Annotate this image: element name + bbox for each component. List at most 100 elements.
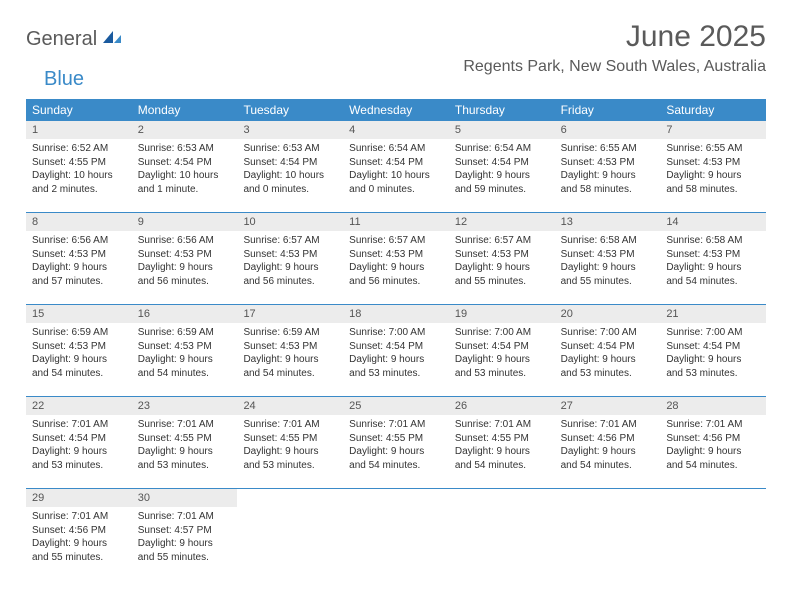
day-cell: 2Sunrise: 6:53 AMSunset: 4:54 PMDaylight… <box>132 121 238 202</box>
sunset-text: Sunset: 4:56 PM <box>32 524 126 538</box>
daylight-text-1: Daylight: 9 hours <box>666 169 760 183</box>
sunset-text: Sunset: 4:53 PM <box>138 248 232 262</box>
day-cell: 9Sunrise: 6:56 AMSunset: 4:53 PMDaylight… <box>132 213 238 294</box>
day-detail: Sunrise: 6:54 AMSunset: 4:54 PMDaylight:… <box>449 139 555 202</box>
day-detail: Sunrise: 7:01 AMSunset: 4:55 PMDaylight:… <box>449 415 555 478</box>
sunrise-text: Sunrise: 7:01 AM <box>243 418 337 432</box>
daylight-text-2: and 53 minutes. <box>138 459 232 473</box>
sunrise-text: Sunrise: 6:52 AM <box>32 142 126 156</box>
day-detail: Sunrise: 7:00 AMSunset: 4:54 PMDaylight:… <box>660 323 766 386</box>
day-detail: Sunrise: 7:01 AMSunset: 4:56 PMDaylight:… <box>660 415 766 478</box>
daylight-text-1: Daylight: 10 hours <box>32 169 126 183</box>
day-detail: Sunrise: 6:53 AMSunset: 4:54 PMDaylight:… <box>132 139 238 202</box>
day-number: 26 <box>449 397 555 415</box>
day-detail: Sunrise: 6:59 AMSunset: 4:53 PMDaylight:… <box>132 323 238 386</box>
day-cell: 25Sunrise: 7:01 AMSunset: 4:55 PMDayligh… <box>343 397 449 478</box>
sunrise-text: Sunrise: 6:57 AM <box>455 234 549 248</box>
sunrise-text: Sunrise: 6:55 AM <box>666 142 760 156</box>
day-cell: 10Sunrise: 6:57 AMSunset: 4:53 PMDayligh… <box>237 213 343 294</box>
daylight-text-1: Daylight: 9 hours <box>138 445 232 459</box>
day-cell: 11Sunrise: 6:57 AMSunset: 4:53 PMDayligh… <box>343 213 449 294</box>
day-cell: 4Sunrise: 6:54 AMSunset: 4:54 PMDaylight… <box>343 121 449 202</box>
day-number: 17 <box>237 305 343 323</box>
day-cell <box>237 489 343 570</box>
day-cell: 28Sunrise: 7:01 AMSunset: 4:56 PMDayligh… <box>660 397 766 478</box>
weeks-container: 1Sunrise: 6:52 AMSunset: 4:55 PMDaylight… <box>26 121 766 570</box>
day-number: 2 <box>132 121 238 139</box>
daylight-text-2: and 56 minutes. <box>349 275 443 289</box>
daylight-text-2: and 2 minutes. <box>32 183 126 197</box>
daylight-text-1: Daylight: 9 hours <box>243 445 337 459</box>
dow-sunday: Sunday <box>26 99 132 121</box>
day-cell: 13Sunrise: 6:58 AMSunset: 4:53 PMDayligh… <box>555 213 661 294</box>
daylight-text-2: and 54 minutes. <box>561 459 655 473</box>
day-detail: Sunrise: 7:00 AMSunset: 4:54 PMDaylight:… <box>449 323 555 386</box>
daylight-text-2: and 54 minutes. <box>455 459 549 473</box>
sunrise-text: Sunrise: 6:56 AM <box>32 234 126 248</box>
sunset-text: Sunset: 4:55 PM <box>243 432 337 446</box>
sunset-text: Sunset: 4:55 PM <box>349 432 443 446</box>
daylight-text-2: and 58 minutes. <box>561 183 655 197</box>
week-row: 29Sunrise: 7:01 AMSunset: 4:56 PMDayligh… <box>26 488 766 570</box>
daylight-text-2: and 54 minutes. <box>32 367 126 381</box>
daylight-text-2: and 53 minutes. <box>561 367 655 381</box>
sunset-text: Sunset: 4:55 PM <box>138 432 232 446</box>
day-cell: 16Sunrise: 6:59 AMSunset: 4:53 PMDayligh… <box>132 305 238 386</box>
sunrise-text: Sunrise: 6:58 AM <box>666 234 760 248</box>
sunset-text: Sunset: 4:53 PM <box>243 340 337 354</box>
day-detail: Sunrise: 6:53 AMSunset: 4:54 PMDaylight:… <box>237 139 343 202</box>
sunset-text: Sunset: 4:57 PM <box>138 524 232 538</box>
day-detail: Sunrise: 7:01 AMSunset: 4:57 PMDaylight:… <box>132 507 238 570</box>
dow-saturday: Saturday <box>660 99 766 121</box>
sunrise-text: Sunrise: 6:53 AM <box>243 142 337 156</box>
dow-wednesday: Wednesday <box>343 99 449 121</box>
day-detail: Sunrise: 7:01 AMSunset: 4:56 PMDaylight:… <box>555 415 661 478</box>
day-number: 7 <box>660 121 766 139</box>
sunset-text: Sunset: 4:54 PM <box>349 340 443 354</box>
sunrise-text: Sunrise: 7:01 AM <box>138 418 232 432</box>
daylight-text-2: and 55 minutes. <box>561 275 655 289</box>
day-number: 21 <box>660 305 766 323</box>
sunset-text: Sunset: 4:53 PM <box>455 248 549 262</box>
day-detail: Sunrise: 6:54 AMSunset: 4:54 PMDaylight:… <box>343 139 449 202</box>
day-number: 6 <box>555 121 661 139</box>
daylight-text-1: Daylight: 9 hours <box>455 445 549 459</box>
sunrise-text: Sunrise: 6:54 AM <box>455 142 549 156</box>
daylight-text-2: and 55 minutes. <box>138 551 232 565</box>
sunrise-text: Sunrise: 6:53 AM <box>138 142 232 156</box>
daylight-text-1: Daylight: 9 hours <box>138 261 232 275</box>
daylight-text-1: Daylight: 9 hours <box>561 445 655 459</box>
month-title: June 2025 <box>463 20 766 54</box>
daylight-text-2: and 58 minutes. <box>666 183 760 197</box>
sunset-text: Sunset: 4:54 PM <box>455 340 549 354</box>
day-number: 18 <box>343 305 449 323</box>
day-detail: Sunrise: 6:57 AMSunset: 4:53 PMDaylight:… <box>237 231 343 294</box>
title-block: June 2025 Regents Park, New South Wales,… <box>463 20 766 76</box>
day-cell <box>343 489 449 570</box>
daylight-text-2: and 54 minutes. <box>138 367 232 381</box>
daylight-text-1: Daylight: 9 hours <box>243 353 337 367</box>
day-cell: 15Sunrise: 6:59 AMSunset: 4:53 PMDayligh… <box>26 305 132 386</box>
sunset-text: Sunset: 4:54 PM <box>138 156 232 170</box>
day-detail: Sunrise: 7:01 AMSunset: 4:55 PMDaylight:… <box>132 415 238 478</box>
sunrise-text: Sunrise: 7:00 AM <box>455 326 549 340</box>
day-cell: 30Sunrise: 7:01 AMSunset: 4:57 PMDayligh… <box>132 489 238 570</box>
day-detail: Sunrise: 6:59 AMSunset: 4:53 PMDaylight:… <box>237 323 343 386</box>
day-number: 25 <box>343 397 449 415</box>
day-cell: 5Sunrise: 6:54 AMSunset: 4:54 PMDaylight… <box>449 121 555 202</box>
sunset-text: Sunset: 4:56 PM <box>561 432 655 446</box>
daylight-text-2: and 54 minutes. <box>349 459 443 473</box>
day-cell: 3Sunrise: 6:53 AMSunset: 4:54 PMDaylight… <box>237 121 343 202</box>
sunrise-text: Sunrise: 7:00 AM <box>666 326 760 340</box>
sunrise-text: Sunrise: 7:01 AM <box>349 418 443 432</box>
sunrise-text: Sunrise: 7:01 AM <box>32 418 126 432</box>
day-number: 28 <box>660 397 766 415</box>
day-cell: 14Sunrise: 6:58 AMSunset: 4:53 PMDayligh… <box>660 213 766 294</box>
day-number: 8 <box>26 213 132 231</box>
dow-friday: Friday <box>555 99 661 121</box>
day-cell <box>555 489 661 570</box>
day-cell <box>449 489 555 570</box>
day-detail: Sunrise: 6:52 AMSunset: 4:55 PMDaylight:… <box>26 139 132 202</box>
sunset-text: Sunset: 4:53 PM <box>32 340 126 354</box>
daylight-text-2: and 55 minutes. <box>32 551 126 565</box>
